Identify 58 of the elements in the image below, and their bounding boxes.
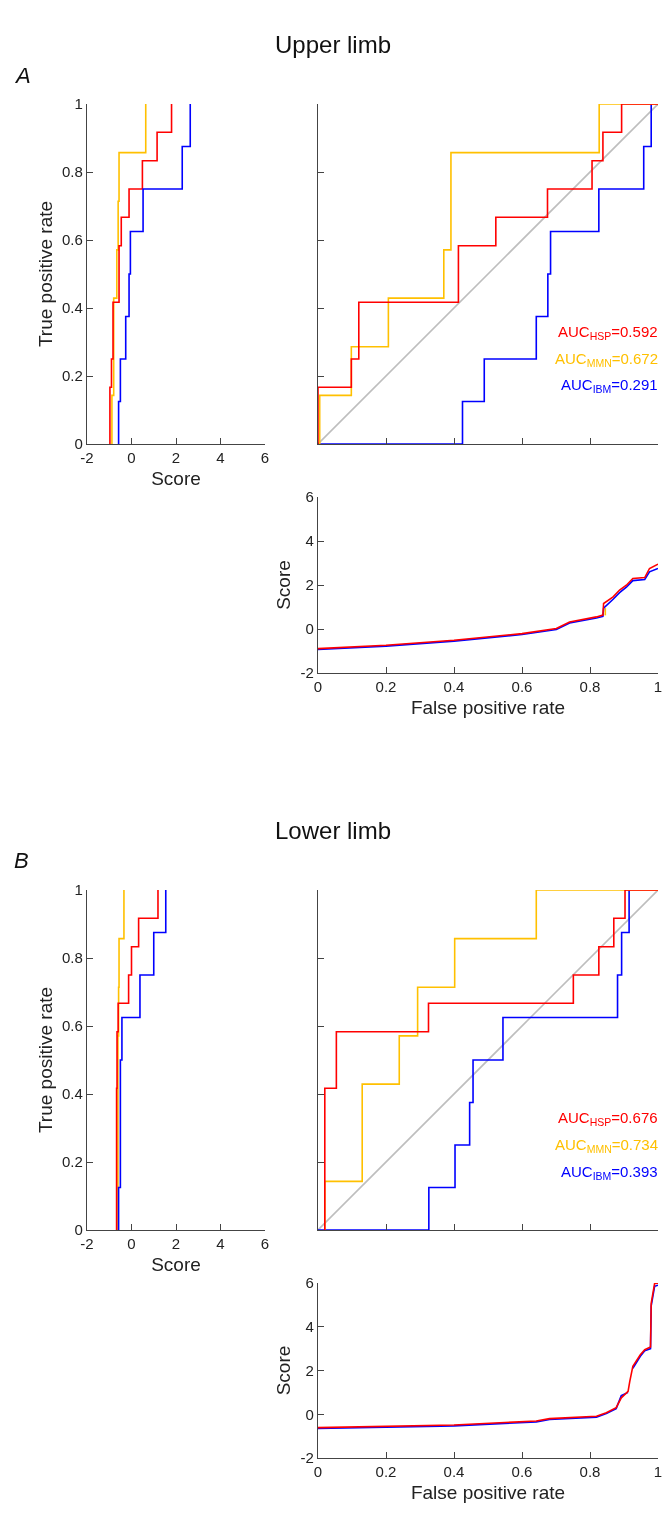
text: Upper limb (275, 31, 392, 58)
text: A (14, 63, 31, 88)
x-axis-title: False positive rate (410, 1481, 566, 1503)
x-tick-label: 0.8 (579, 678, 601, 696)
y-tick-label: 0 (74, 435, 83, 453)
y-tick-label: 1 (74, 881, 83, 899)
y-tick-label: 6 (305, 1274, 314, 1292)
y-tick-label: 0.2 (62, 367, 83, 385)
y-tick-label: 0.4 (62, 299, 83, 317)
x-tick-label: 2 (171, 1235, 181, 1253)
y-tick-label: 0.4 (62, 1085, 83, 1103)
text: B (14, 848, 29, 873)
x-axis-title: Score (151, 1253, 201, 1275)
x-tick-label: 0 (127, 1235, 136, 1253)
x-tick-label: 2 (171, 449, 181, 467)
text: Lower limb (275, 817, 392, 844)
annotation: AUC$_{MMN}$=0.672 (555, 350, 659, 370)
y-tick-label: 6 (305, 488, 314, 506)
annotation: AUC$_{MMN}$=0.734 (555, 1136, 659, 1156)
y-tick-label: 4 (305, 1318, 314, 1335)
y-tick-label: 2 (305, 576, 314, 594)
x-tick-label: 0.4 (443, 1463, 465, 1481)
y-tick-label: 0 (305, 620, 314, 638)
y-tick-label: 4 (305, 532, 314, 550)
x-tick-label: 1 (653, 1463, 663, 1481)
y-tick-label: 2 (305, 1361, 314, 1379)
y-tick-label: 0.6 (62, 231, 83, 249)
y-axis-title: Score (273, 1345, 295, 1396)
y-axis-title: True positive rate (34, 200, 56, 348)
annotation: AUC$_{HSP}$=0.592 (558, 323, 658, 343)
x-tick-label: 6 (260, 1235, 270, 1253)
x-axis-title: False positive rate (410, 696, 566, 718)
y-tick-label: 0 (305, 1405, 314, 1423)
x-tick-label: 0.6 (511, 1463, 533, 1481)
x-tick-label: 0.2 (375, 1463, 397, 1481)
annotation: AUC$_{HSP}$=0.676 (558, 1109, 658, 1129)
y-axis-title: Score (273, 560, 295, 610)
y-tick-label: -2 (300, 1449, 314, 1467)
y-tick-label: 0.8 (62, 163, 83, 181)
y-axis-title: True positive rate (34, 986, 56, 1134)
x-tick-label: 0.6 (511, 678, 533, 696)
x-tick-label: 0.2 (375, 678, 397, 696)
x-axis-title: Score (151, 467, 201, 489)
x-tick-label: 4 (216, 449, 225, 467)
x-tick-label: 6 (260, 449, 270, 467)
annotation: AUC$_{IBM}$=0.393 (561, 1163, 658, 1183)
y-tick-label: 0 (74, 1221, 83, 1239)
x-tick-label: 1 (653, 678, 663, 696)
x-tick-label: 0.4 (443, 678, 465, 696)
annotation: AUC$_{IBM}$=0.291 (561, 376, 658, 396)
x-tick-label: 0 (127, 449, 136, 467)
x-tick-label: 4 (216, 1235, 225, 1253)
y-tick-label: 1 (74, 95, 83, 113)
y-tick-label: 0.6 (62, 1017, 83, 1035)
y-tick-label: 0.8 (62, 949, 83, 967)
y-tick-label: -2 (300, 664, 314, 682)
y-tick-label: 0.2 (62, 1153, 83, 1171)
x-tick-label: 0.8 (579, 1463, 601, 1481)
